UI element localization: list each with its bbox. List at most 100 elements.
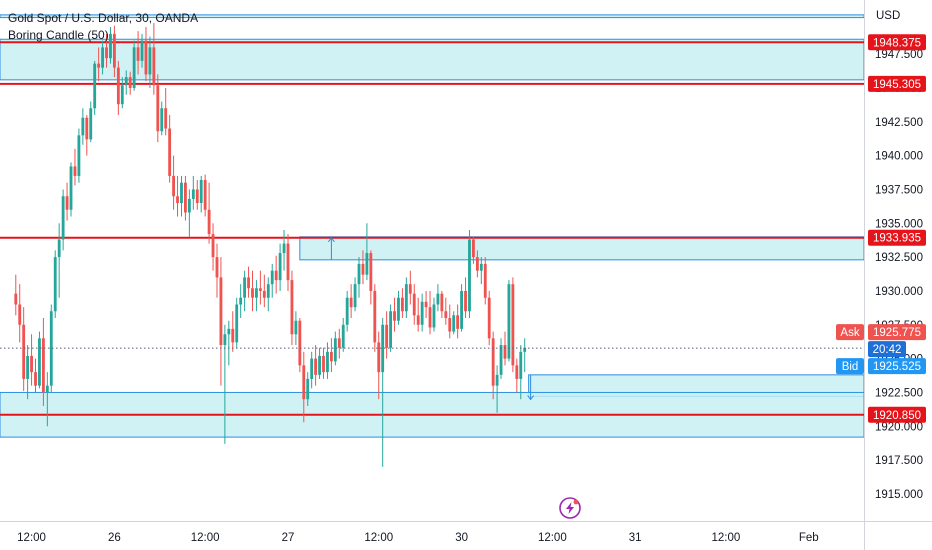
candle-body: [191, 189, 195, 199]
ask-price-badge-text: 1925.775: [873, 327, 921, 339]
candle-body: [164, 108, 168, 129]
candle-body: [385, 324, 389, 348]
candle-body: [400, 297, 404, 312]
candle-body: [53, 257, 57, 312]
level-price-badge-box: [868, 75, 926, 92]
candle-body: [176, 196, 179, 203]
candle-body: [247, 277, 250, 289]
candle-body: [302, 365, 306, 400]
candle-body: [160, 108, 164, 132]
candle-body: [349, 297, 353, 308]
price-tick-label: 1942.500: [875, 117, 923, 129]
candle-body: [258, 288, 262, 291]
candle-body: [286, 243, 290, 281]
candle-body: [456, 315, 460, 329]
candle-body: [109, 33, 112, 59]
candle-body: [377, 342, 381, 373]
candle-body: [491, 338, 495, 386]
candle-body: [219, 277, 223, 346]
lightning-icon[interactable]: [559, 497, 581, 519]
candle-body: [507, 284, 511, 359]
candle-body: [483, 263, 487, 298]
candle-body: [464, 290, 467, 312]
candle-body: [468, 239, 471, 312]
candle-body: [172, 175, 176, 197]
candle-body: [223, 334, 227, 346]
candle-body: [195, 189, 199, 203]
price-tick-label: 1930.000: [875, 286, 923, 298]
candle-body: [61, 196, 65, 240]
candle-body: [326, 351, 329, 373]
candles-layer: [14, 23, 527, 467]
candle-body: [278, 253, 282, 281]
candle-body: [144, 40, 148, 75]
candle-body: [49, 311, 53, 386]
candle-body: [353, 284, 357, 308]
price-tick-label: 1937.500: [875, 184, 923, 196]
time-axis[interactable]: 12:00 26 12:00 27 12:00 30 12:00 31 12:00 Feb: [17, 532, 819, 544]
price-tick-label: 1922.500: [875, 387, 923, 399]
bid-tag-box: [836, 358, 864, 375]
price-axis[interactable]: 1915.0001917.5001920.0001922.5001925.000…: [875, 49, 923, 501]
bar-countdown-box: [868, 341, 906, 358]
candle-body: [89, 108, 93, 140]
candle-body: [148, 47, 152, 75]
candle-body: [519, 351, 523, 379]
candle-body: [381, 324, 385, 373]
candle-body: [487, 297, 491, 339]
indicator-title[interactable]: Boring Candle (50): [8, 28, 109, 42]
level-price-badge-box: [868, 229, 926, 246]
candle-body: [235, 304, 239, 343]
candle-body: [77, 135, 81, 176]
candle-body: [22, 324, 26, 379]
candle-body: [41, 338, 45, 393]
candle-body: [345, 297, 349, 325]
candle-body: [65, 196, 69, 210]
candle-body: [93, 63, 97, 109]
candle-body: [168, 128, 172, 176]
bar-countdown-text: 20:42: [873, 344, 902, 356]
time-tick-label: 27: [282, 532, 295, 544]
candle-body: [448, 318, 452, 332]
candle-body: [239, 297, 243, 305]
candle-body: [203, 179, 207, 210]
candle-body: [243, 277, 247, 298]
price-tick-label: 1935.000: [875, 218, 923, 230]
price-tick-label: 1932.500: [875, 252, 923, 264]
candle-body: [432, 304, 436, 328]
candle-body: [274, 270, 278, 281]
candle-body: [503, 345, 507, 359]
candle-body: [357, 263, 361, 285]
symbol-title[interactable]: Gold Spot / U.S. Dollar, 30, OANDA: [8, 11, 199, 25]
time-tick-label: 31: [629, 532, 642, 544]
candle-body: [132, 47, 136, 88]
time-tick-label: 12:00: [17, 532, 46, 544]
candle-body: [199, 179, 203, 203]
candle-body: [136, 47, 140, 61]
candle-body: [511, 284, 515, 366]
candle-body: [428, 307, 432, 328]
zone-up-arrow-icon: [327, 236, 335, 260]
candle-body: [404, 284, 408, 312]
candle-body: [440, 293, 444, 312]
candle-body: [318, 355, 321, 375]
level-price-badge-text: 1920.850: [873, 410, 921, 422]
candle-body: [45, 385, 49, 393]
levels-layer: [0, 41, 864, 416]
candle-body: [322, 355, 325, 373]
candle-body: [255, 288, 258, 298]
candle-body: [251, 288, 254, 298]
candle-body: [412, 293, 416, 316]
candle-body: [227, 328, 231, 335]
candle-body: [436, 293, 440, 305]
price-tick-label: 1917.500: [875, 455, 923, 467]
candle-body: [207, 209, 211, 235]
candle-body: [499, 345, 503, 375]
candle-body: [112, 33, 116, 68]
candle-body: [495, 374, 499, 386]
candle-body: [231, 328, 235, 343]
level-price-badge-text: 1945.305: [873, 79, 921, 91]
candle-body: [365, 253, 369, 275]
candle-body: [341, 324, 345, 348]
